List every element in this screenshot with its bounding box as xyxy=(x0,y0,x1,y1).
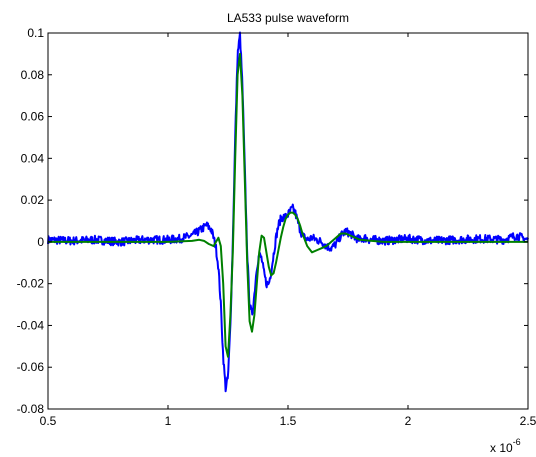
y-tick-label: -0.02 xyxy=(17,277,45,291)
chart-title: LA533 pulse waveform xyxy=(227,11,349,25)
x-tick-label: 1.5 xyxy=(280,414,297,428)
x-axis-multiplier-base: x 10 xyxy=(490,441,513,455)
x-tick-label: 2.5 xyxy=(520,414,536,428)
y-tick-label: 0.1 xyxy=(27,26,44,40)
y-axis: -0.08 -0.06 -0.04 -0.02 0 0.02 0.04 0.06 0.08 0.1 xyxy=(17,26,528,416)
x-tick-label: 0.5 xyxy=(40,414,57,428)
x-axis: 0.5 1 1.5 2 2.5 xyxy=(40,33,536,428)
series-line-model xyxy=(48,52,528,358)
y-tick-label: -0.06 xyxy=(17,360,45,374)
y-tick-label: -0.04 xyxy=(17,318,45,332)
x-tick-label: 2 xyxy=(405,414,412,428)
series-line-measured xyxy=(47,31,529,393)
y-tick-label: -0.08 xyxy=(17,402,45,416)
y-tick-label: 0.02 xyxy=(21,193,45,207)
x-axis-multiplier: x 10-6 xyxy=(490,437,521,455)
y-tick-label: 0.04 xyxy=(21,151,45,165)
y-tick-label: 0.06 xyxy=(21,110,45,124)
y-tick-label: 0.08 xyxy=(21,68,45,82)
y-tick-label: 0 xyxy=(37,235,44,249)
x-axis-multiplier-exponent: -6 xyxy=(513,437,521,447)
x-tick-label: 1 xyxy=(165,414,172,428)
plot-area xyxy=(48,33,528,409)
series-layer xyxy=(47,31,529,393)
